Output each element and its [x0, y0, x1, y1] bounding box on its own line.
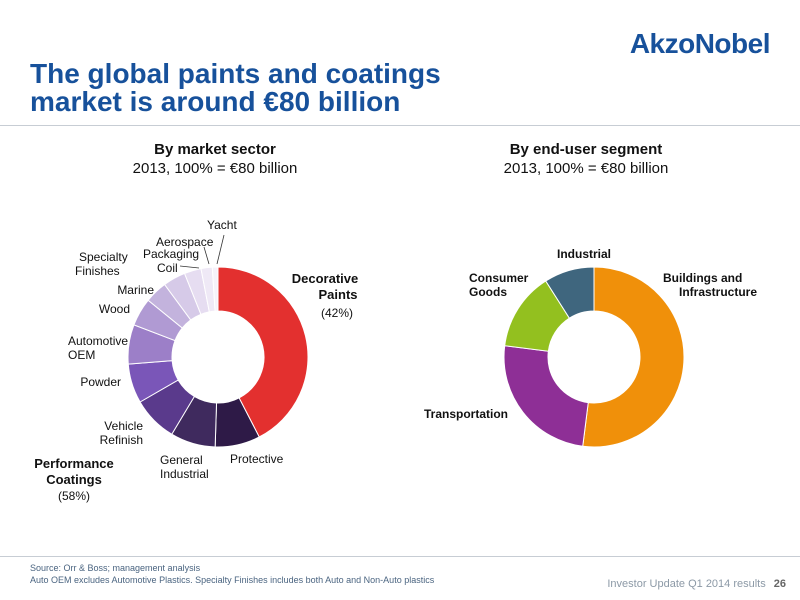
leader-packaging-coil: [179, 265, 200, 269]
akzonobel-logo: AkzoNobel: [629, 28, 771, 59]
label-vehicle-refinish: Vehicle Refinish: [100, 419, 144, 447]
slice-transportation: [503, 345, 589, 447]
label-aerospace: Aerospace: [156, 235, 214, 249]
page-title-line-2: market is around €80 billion: [30, 86, 401, 117]
slice-yacht: [211, 266, 219, 312]
chart-1-title: By market sector: [154, 141, 276, 158]
page-title: The global paints and coatings market is…: [30, 60, 441, 116]
label-general-industrial: General Industrial: [160, 453, 209, 481]
group-label-decorative-paints: Decorative Paints: [292, 271, 358, 302]
source-note: Source: Orr & Boss; management analysis …: [30, 562, 434, 586]
donut-1-leader-lines: [179, 234, 225, 269]
slice-industrial: [545, 266, 595, 319]
slice-decorative-paints: [217, 266, 309, 438]
deck-label: Investor Update Q1 2014 results: [607, 578, 766, 590]
donut-1-labels: Decorative Paints (42%) Protective General In…: [34, 218, 358, 503]
label-buildings-and-infrastructure: Buildings and Infrastructure: [663, 271, 757, 299]
label-specialty-finishes: Specialty Finishes: [75, 250, 128, 278]
source-line-1: Source: Orr & Boss; management analysis: [30, 563, 201, 573]
source-line-2: Auto OEM excludes Automotive Plastics. S…: [30, 575, 435, 585]
chart-1-header: By market sector 2013, 100% = €80 billio…: [65, 141, 365, 177]
label-consumer-goods: Consumer Goods: [469, 271, 529, 299]
leader-yacht: [216, 234, 225, 265]
group-share-performance-coatings: (58%): [58, 489, 90, 503]
label-industrial: Industrial: [557, 247, 611, 261]
donut-2-labels: Buildings and Infrastructure Transportatio…: [424, 247, 757, 421]
label-transportation: Transportation: [424, 407, 508, 421]
page-number: 26: [773, 578, 786, 590]
label-marine: Marine: [117, 283, 154, 297]
label-automotive-oem: Automotive OEM: [68, 334, 128, 362]
footer-divider: [0, 556, 800, 557]
header-divider: [0, 125, 800, 126]
donut-1-slices: [127, 266, 309, 448]
label-wood: Wood: [99, 302, 130, 316]
label-packaging-coil: Packaging Coil: [143, 247, 199, 275]
footer-deck-info: Investor Update Q1 2014 results 26: [607, 578, 786, 590]
group-label-performance-coatings: Performance Coatings: [34, 456, 113, 487]
chart-2-subtitle: 2013, 100% = €80 billion: [503, 160, 669, 177]
chart-2-header: By end-user segment 2013, 100% = €80 bil…: [436, 141, 736, 177]
donut-charts: Decorative Paints (42%) Protective General In…: [34, 218, 757, 503]
chart-2-title: By end-user segment: [509, 141, 663, 158]
group-share-decorative-paints: (42%): [321, 306, 353, 320]
label-yacht: Yacht: [207, 218, 237, 232]
slice-buildings-and-infrastructure: [582, 266, 685, 448]
leader-aerospace: [203, 246, 210, 265]
donut-2-slices: [503, 266, 685, 448]
label-powder: Powder: [80, 375, 121, 389]
label-protective: Protective: [230, 452, 284, 466]
page-title-line-1: The global paints and coatings: [30, 58, 441, 89]
chart-1-subtitle: 2013, 100% = €80 billion: [132, 160, 298, 177]
